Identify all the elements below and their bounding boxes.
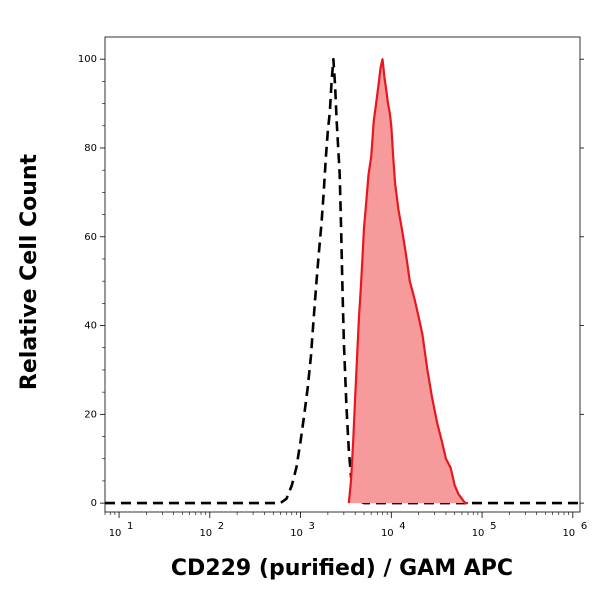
x-tick-label: 10 [290, 528, 303, 539]
x-axis-title: CD229 (purified) / GAM APC [171, 556, 513, 581]
x-tick-exponent: 5 [490, 521, 496, 532]
x-tick-label: 10 [562, 528, 575, 539]
x-tick-label: 10 [109, 528, 122, 539]
x-tick-exponent: 2 [218, 521, 224, 532]
x-tick-label: 10 [472, 528, 485, 539]
x-tick-exponent: 3 [309, 521, 315, 532]
series-0-line [105, 57, 580, 505]
series-1-line [347, 58, 468, 505]
y-tick-label: 80 [84, 143, 97, 154]
x-tick-exponent: 4 [399, 521, 405, 532]
plot-frame [104, 36, 581, 513]
y-axis-title: Relative Cell Count [17, 153, 42, 390]
y-tick-label: 100 [78, 54, 97, 65]
y-tick-label: 60 [84, 232, 97, 243]
plot-layer [105, 57, 580, 505]
y-tick-label: 40 [84, 321, 97, 332]
y-tick-label: 0 [91, 498, 97, 509]
x-tick-label: 10 [199, 528, 212, 539]
x-tick-exponent: 1 [127, 521, 133, 532]
series-1-area [348, 59, 468, 504]
y-tick-label: 20 [84, 409, 97, 420]
x-tick-exponent: 6 [581, 521, 587, 532]
axis-layer: 0 20 40 60 80 100 10 1 10 2 10 3 10 4 10 5 10 6 [78, 54, 587, 539]
x-tick-label: 10 [381, 528, 394, 539]
